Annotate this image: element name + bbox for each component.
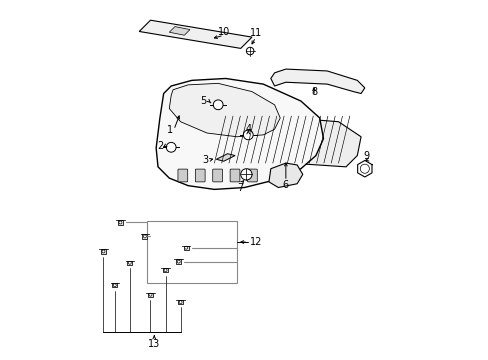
Circle shape [240,169,251,180]
Polygon shape [163,268,168,273]
FancyBboxPatch shape [230,169,240,182]
Text: 2: 2 [157,141,163,151]
Polygon shape [178,300,183,304]
Bar [146,221,237,283]
Text: 4: 4 [244,124,251,134]
Circle shape [102,250,105,253]
Circle shape [143,235,146,238]
Circle shape [128,261,131,264]
Circle shape [164,269,167,272]
Polygon shape [142,234,147,239]
Polygon shape [169,27,190,35]
Circle shape [119,221,122,224]
Text: 13: 13 [148,339,160,349]
Polygon shape [101,249,106,253]
Text: 11: 11 [249,28,262,39]
FancyBboxPatch shape [212,169,222,182]
Polygon shape [156,78,323,189]
FancyBboxPatch shape [247,169,257,182]
Text: 10: 10 [217,27,229,37]
Polygon shape [169,84,280,137]
Circle shape [246,47,253,55]
Polygon shape [176,260,181,264]
Circle shape [149,293,152,296]
Text: 5: 5 [200,96,206,106]
Text: 3: 3 [202,155,208,165]
Polygon shape [216,154,235,161]
Circle shape [113,284,116,287]
Text: 9: 9 [363,151,369,161]
FancyBboxPatch shape [178,169,187,182]
Polygon shape [112,283,117,287]
Polygon shape [147,293,153,297]
Circle shape [360,164,368,173]
Text: 12: 12 [249,237,262,247]
Text: 8: 8 [310,87,317,98]
Polygon shape [118,220,123,225]
Circle shape [213,100,223,110]
Circle shape [166,143,176,152]
Polygon shape [183,246,188,250]
Circle shape [243,130,253,140]
Text: 6: 6 [282,180,288,190]
Polygon shape [268,163,302,188]
Circle shape [184,246,187,249]
Text: 7: 7 [237,183,244,193]
Circle shape [179,301,182,304]
Polygon shape [218,112,360,167]
Text: 1: 1 [166,125,173,135]
Circle shape [177,260,180,263]
FancyBboxPatch shape [195,169,204,182]
Polygon shape [270,69,364,94]
Polygon shape [139,20,251,48]
Polygon shape [127,261,132,265]
